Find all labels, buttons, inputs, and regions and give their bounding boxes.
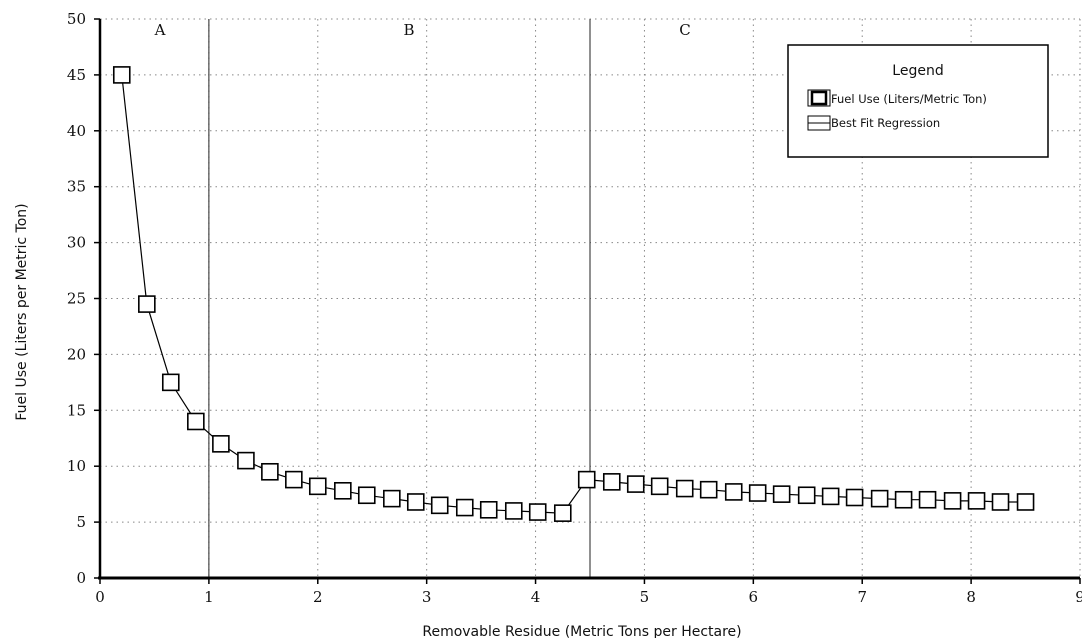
data-point-marker <box>261 462 279 481</box>
data-point-marker <box>650 477 669 496</box>
y-tick-label: 20 <box>67 345 86 363</box>
data-point-marker <box>772 485 791 503</box>
data-point-marker <box>357 486 376 505</box>
data-point-marker <box>577 470 596 489</box>
legend-square-marker <box>810 90 828 106</box>
y-tick-label: 25 <box>67 290 86 308</box>
data-point-marker <box>699 480 718 499</box>
y-tick-label: 50 <box>67 10 86 28</box>
data-point-marker <box>308 477 327 496</box>
data-point-marker <box>504 502 523 520</box>
x-tick-label: 1 <box>204 588 214 606</box>
y-tick-label: 5 <box>76 513 86 531</box>
data-point-marker <box>797 486 816 505</box>
legend: Legend Fuel Use (Liters/Metric Ton) Best F… <box>787 44 1049 158</box>
x-tick-label: 8 <box>966 588 976 606</box>
data-point-marker <box>383 489 401 508</box>
data-point-marker <box>161 373 180 392</box>
data-point-marker <box>626 475 645 493</box>
data-point-marker <box>724 483 743 501</box>
data-point-marker <box>675 479 694 498</box>
x-tick-label: 4 <box>531 588 541 606</box>
data-point-marker <box>455 498 474 517</box>
legend-swatch-frame <box>807 89 831 107</box>
x-tick-label: 5 <box>640 588 650 606</box>
data-point-marker <box>334 481 352 500</box>
data-point-marker <box>406 493 425 511</box>
data-point-marker <box>212 435 230 453</box>
x-tick-label: 0 <box>95 588 105 606</box>
data-point-marker <box>967 492 986 510</box>
x-tick-label: 6 <box>749 588 759 606</box>
region-label-a: A <box>154 21 166 39</box>
data-point-marker <box>748 484 767 502</box>
data-point-marker <box>991 493 1010 511</box>
data-point-marker <box>430 496 449 515</box>
region-labels: A B C <box>154 21 691 39</box>
data-point-marker <box>528 503 547 521</box>
x-tick-label: 2 <box>313 588 323 606</box>
legend-title: Legend <box>892 63 943 79</box>
legend-box <box>787 44 1049 158</box>
data-point-marker <box>138 295 156 313</box>
data-point-marker <box>112 66 131 84</box>
y-tick-label: 0 <box>76 569 86 587</box>
y-tick-label: 30 <box>67 234 86 252</box>
x-tick-label: 3 <box>422 588 432 606</box>
y-tick-label: 35 <box>67 178 86 196</box>
legend-label-fuel-use: Fuel Use (Liters/Metric Ton) <box>831 92 987 106</box>
data-point-marker <box>479 501 498 519</box>
data-point-marker <box>894 490 913 509</box>
data-point-marker <box>187 412 205 431</box>
legend-label-best-fit: Best Fit Regression <box>831 116 940 130</box>
data-point-marker <box>237 451 255 470</box>
x-axis-title: Removable Residue (Metric Tons per Hecta… <box>422 624 741 638</box>
data-point-marker <box>845 488 864 507</box>
y-tick-label: 15 <box>67 401 86 419</box>
y-tick-label: 40 <box>67 122 86 140</box>
data-point-marker <box>918 490 937 509</box>
data-point-marker <box>1016 493 1035 511</box>
y-axis-title: Fuel Use (Liters per Metric Ton) <box>14 203 30 420</box>
data-point-marker <box>602 473 621 491</box>
region-label-b: B <box>403 21 414 39</box>
y-tick-label: 45 <box>67 66 86 84</box>
data-point-marker <box>553 504 572 522</box>
data-series <box>112 66 1035 522</box>
y-tick-label: 10 <box>67 457 86 475</box>
region-label-c: C <box>679 21 690 39</box>
data-point-marker <box>943 492 962 510</box>
x-tick-label: 7 <box>857 588 867 606</box>
x-tick-label: 9 <box>1075 588 1082 606</box>
data-point-marker <box>285 470 303 489</box>
data-point-marker <box>821 487 840 506</box>
data-point-marker <box>870 489 889 508</box>
